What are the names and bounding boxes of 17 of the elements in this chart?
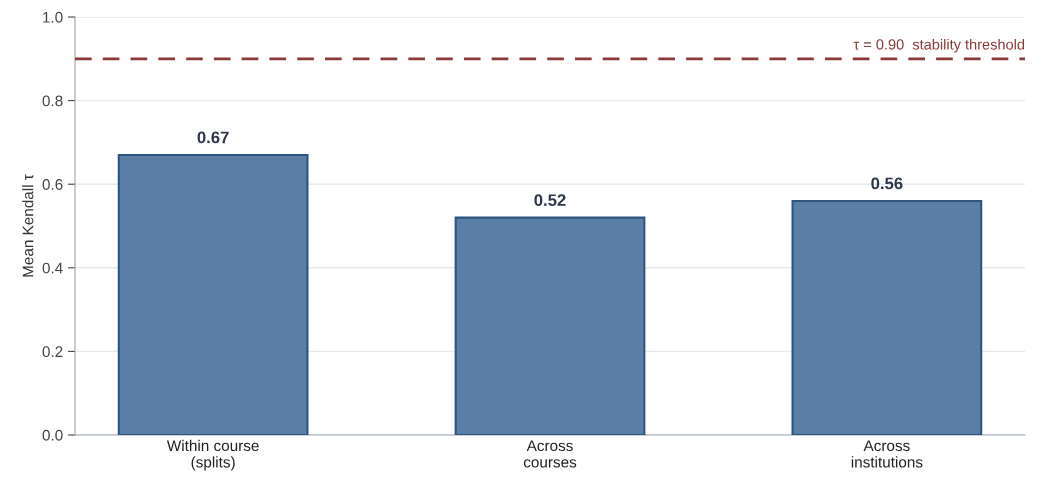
x-tick-label: Across institutions — [851, 440, 923, 468]
bar — [791, 199, 983, 435]
y-axis-title: Mean Kendall τ — [22, 174, 34, 277]
data-label: 0.67 — [197, 131, 229, 144]
bar — [454, 216, 646, 435]
y-tick-label: 0.6 — [42, 179, 63, 190]
y-tick-label: 0.4 — [42, 262, 63, 274]
x-tick-label: Across courses — [523, 440, 577, 468]
ref-line-label: τ = 0.90 stability threshold — [853, 38, 1025, 53]
y-tick-label: 0.8 — [42, 95, 63, 107]
y-tick-label: 0.0 — [42, 429, 63, 441]
y-tick-label: 1.0 — [43, 11, 63, 23]
bar — [117, 153, 309, 435]
data-label: 0.56 — [871, 177, 903, 190]
x-tick-label: Within course (splits) — [166, 439, 259, 471]
y-tick-label: 0.2 — [42, 346, 63, 358]
data-label: 0.52 — [534, 194, 566, 207]
